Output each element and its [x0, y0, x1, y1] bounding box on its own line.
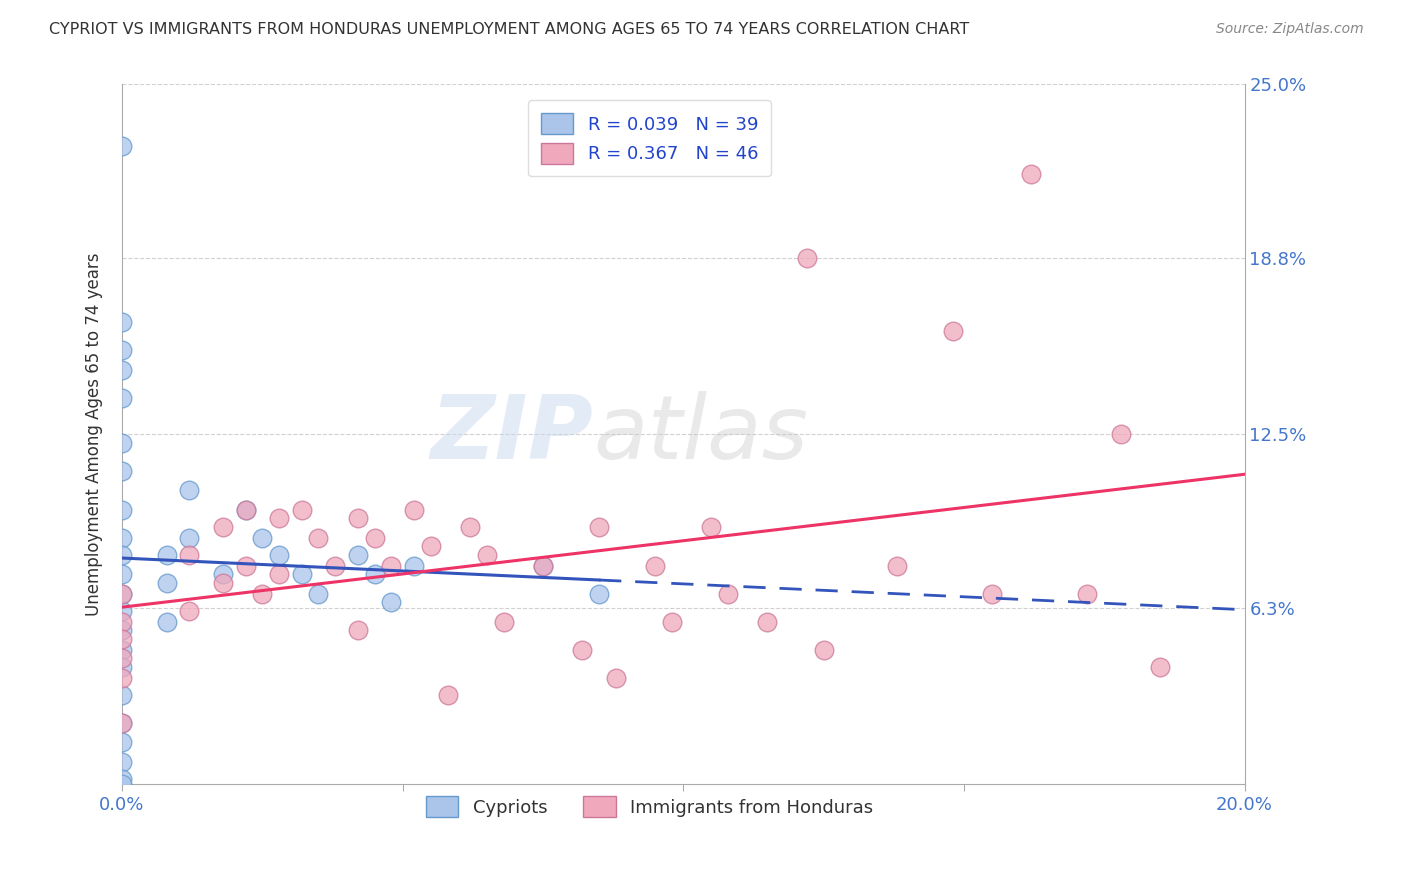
Point — [436, 688, 458, 702]
Point — [111, 651, 134, 665]
Point — [796, 251, 818, 265]
Point — [111, 604, 134, 618]
Point — [111, 503, 134, 517]
Point — [179, 604, 201, 618]
Point — [111, 624, 134, 638]
Point — [269, 511, 291, 525]
Point — [981, 587, 1004, 601]
Point — [235, 559, 257, 574]
Point — [363, 531, 385, 545]
Point — [531, 559, 554, 574]
Point — [1019, 167, 1042, 181]
Point — [111, 632, 134, 646]
Point — [269, 567, 291, 582]
Point — [111, 435, 134, 450]
Point — [111, 777, 134, 791]
Point — [380, 559, 402, 574]
Point — [111, 660, 134, 674]
Point — [111, 671, 134, 685]
Point — [235, 503, 257, 517]
Point — [252, 587, 274, 601]
Point — [700, 520, 723, 534]
Text: CYPRIOT VS IMMIGRANTS FROM HONDURAS UNEMPLOYMENT AMONG AGES 65 TO 74 YEARS CORRE: CYPRIOT VS IMMIGRANTS FROM HONDURAS UNEM… — [49, 22, 970, 37]
Point — [1109, 427, 1132, 442]
Point — [111, 391, 134, 405]
Point — [235, 503, 257, 517]
Point — [661, 615, 683, 629]
Point — [942, 324, 965, 338]
Point — [308, 587, 330, 601]
Point — [419, 540, 441, 554]
Point — [179, 531, 201, 545]
Point — [291, 567, 314, 582]
Point — [111, 587, 134, 601]
Point — [531, 559, 554, 574]
Text: ZIP: ZIP — [430, 391, 593, 478]
Point — [111, 464, 134, 478]
Point — [380, 595, 402, 609]
Point — [111, 139, 134, 153]
Point — [179, 548, 201, 562]
Text: Source: ZipAtlas.com: Source: ZipAtlas.com — [1216, 22, 1364, 37]
Point — [571, 643, 593, 657]
Point — [756, 615, 779, 629]
Point — [111, 715, 134, 730]
Point — [212, 575, 235, 590]
Point — [212, 567, 235, 582]
Point — [111, 643, 134, 657]
Point — [111, 735, 134, 749]
Point — [363, 567, 385, 582]
Point — [717, 587, 740, 601]
Point — [346, 511, 368, 525]
Y-axis label: Unemployment Among Ages 65 to 74 years: Unemployment Among Ages 65 to 74 years — [86, 252, 103, 616]
Point — [111, 531, 134, 545]
Point — [492, 615, 515, 629]
Point — [269, 548, 291, 562]
Point — [346, 548, 368, 562]
Text: atlas: atlas — [593, 392, 808, 477]
Point — [111, 715, 134, 730]
Point — [402, 559, 425, 574]
Point — [402, 503, 425, 517]
Point — [111, 363, 134, 377]
Point — [308, 531, 330, 545]
Point — [111, 688, 134, 702]
Point — [588, 587, 610, 601]
Point — [1149, 660, 1171, 674]
Point — [475, 548, 498, 562]
Point — [291, 503, 314, 517]
Point — [588, 520, 610, 534]
Point — [111, 772, 134, 786]
Point — [111, 548, 134, 562]
Point — [605, 671, 627, 685]
Point — [156, 615, 179, 629]
Point — [111, 567, 134, 582]
Point — [323, 559, 346, 574]
Point — [212, 520, 235, 534]
Point — [156, 575, 179, 590]
Point — [179, 483, 201, 498]
Point — [111, 343, 134, 358]
Point — [644, 559, 666, 574]
Point — [252, 531, 274, 545]
Point — [111, 587, 134, 601]
Point — [1076, 587, 1098, 601]
Point — [458, 520, 481, 534]
Point — [111, 615, 134, 629]
Point — [111, 315, 134, 329]
Legend: Cypriots, Immigrants from Honduras: Cypriots, Immigrants from Honduras — [419, 789, 880, 824]
Point — [886, 559, 908, 574]
Point — [111, 755, 134, 769]
Point — [346, 624, 368, 638]
Point — [156, 548, 179, 562]
Point — [813, 643, 835, 657]
